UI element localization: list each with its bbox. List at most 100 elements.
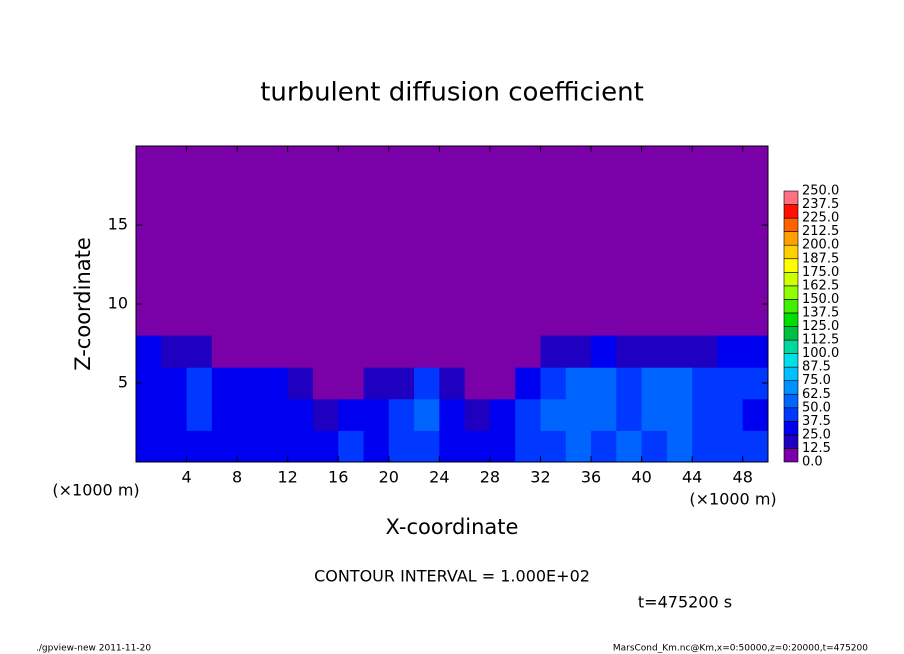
field-cell <box>363 430 390 463</box>
field-cell <box>439 367 466 400</box>
field-cell <box>338 367 365 400</box>
field-cell <box>287 398 314 431</box>
x-tick-label: 48 <box>733 468 753 487</box>
field-cell <box>717 367 744 400</box>
field-cell <box>540 430 567 463</box>
unit-label: (×1000 m) <box>52 481 139 500</box>
field-cell <box>666 430 693 463</box>
field-cell <box>186 430 213 463</box>
field-cell <box>489 335 516 368</box>
colorbar-box <box>783 393 799 409</box>
colorbar-label: 162.5 <box>802 278 839 293</box>
field-cell <box>489 367 516 400</box>
field-cell <box>515 430 541 463</box>
field-cell <box>414 367 440 400</box>
x-tick-label: 32 <box>530 468 550 487</box>
field-cell <box>540 367 567 400</box>
field-cell <box>717 430 744 463</box>
field-cell <box>540 398 567 431</box>
field-cell <box>388 398 415 431</box>
colorbar-box <box>783 204 799 219</box>
field-cell <box>262 367 289 400</box>
colorbar-label: 75.0 <box>802 373 831 388</box>
colorbar-label: 25.0 <box>802 427 831 442</box>
colorbar-label: 125.0 <box>802 319 839 334</box>
field-cell <box>439 398 466 431</box>
field-cell <box>692 430 718 463</box>
field-cell <box>616 367 643 400</box>
colorbar-box <box>783 380 799 395</box>
footer-left: ./gpview-new 2011-11-20 <box>36 644 151 654</box>
colorbar-label: 200.0 <box>802 238 839 253</box>
field-cell <box>312 430 339 463</box>
field-cell <box>515 335 541 368</box>
field-cell <box>312 398 339 431</box>
colorbar-label: 150.0 <box>802 292 839 307</box>
field-cell <box>211 398 238 431</box>
y-tick-label: 5 <box>118 373 128 392</box>
field-cell <box>161 367 188 400</box>
field-cell <box>666 335 693 368</box>
field-cell <box>692 335 718 368</box>
x-tick-label: 28 <box>480 468 500 487</box>
field-cell <box>287 367 314 400</box>
field-cell <box>439 335 466 368</box>
field-cell <box>237 398 263 431</box>
y-axis-label: Z-coordinate <box>71 237 95 371</box>
colorbar-label: 225.0 <box>802 211 839 226</box>
field-cell <box>692 367 718 400</box>
field-cell <box>237 430 263 463</box>
field-cell <box>565 430 592 463</box>
x-tick-label: 24 <box>429 468 449 487</box>
colorbar-label: 237.5 <box>802 197 839 212</box>
colorbar-label: 212.5 <box>802 224 839 239</box>
field-cell <box>262 335 289 368</box>
field-cell <box>211 335 238 368</box>
colorbar-box <box>783 326 799 341</box>
colorbar-box <box>783 448 799 463</box>
x-tick-label: 4 <box>181 468 191 487</box>
field-cell <box>616 335 643 368</box>
field-cell <box>388 335 415 368</box>
field-cell <box>338 398 365 431</box>
field-cell <box>565 335 592 368</box>
field-cell <box>489 398 516 431</box>
field-cell <box>161 398 188 431</box>
field-cell <box>262 430 289 463</box>
field-cell <box>211 430 238 463</box>
x-tick-label: 8 <box>232 468 242 487</box>
field-cell <box>540 335 567 368</box>
field-cell <box>211 367 238 400</box>
field-cell <box>742 335 769 368</box>
x-tick-label: 44 <box>682 468 702 487</box>
colorbar-box <box>783 244 799 260</box>
field-cell <box>363 367 390 400</box>
colorbar-label: 137.5 <box>802 305 839 320</box>
field-cell <box>388 367 415 400</box>
field-cell <box>287 430 314 463</box>
field-cell <box>414 430 440 463</box>
field-cell <box>186 367 213 400</box>
field-cell <box>237 335 263 368</box>
colorbar-box <box>783 285 799 300</box>
contour-interval: CONTOUR INTERVAL = 1.000E+02 <box>314 567 590 586</box>
colorbar-box <box>783 231 799 246</box>
field-cell <box>641 430 668 463</box>
field-cell <box>489 430 516 463</box>
colorbar-label: 50.0 <box>802 400 831 415</box>
field-cell <box>136 335 162 368</box>
y-tick-label: 10 <box>108 294 128 313</box>
field-cell <box>515 398 541 431</box>
field-cell <box>565 367 592 400</box>
field-cell <box>742 430 769 463</box>
field-cell <box>136 430 162 463</box>
field-cell <box>312 367 339 400</box>
field-cell <box>717 335 744 368</box>
field-cell <box>616 430 643 463</box>
field-cell <box>616 398 643 431</box>
field-cell <box>464 367 491 400</box>
field-cell <box>312 335 339 368</box>
colorbar-label: 112.5 <box>802 333 839 348</box>
colorbar-box <box>783 339 799 354</box>
